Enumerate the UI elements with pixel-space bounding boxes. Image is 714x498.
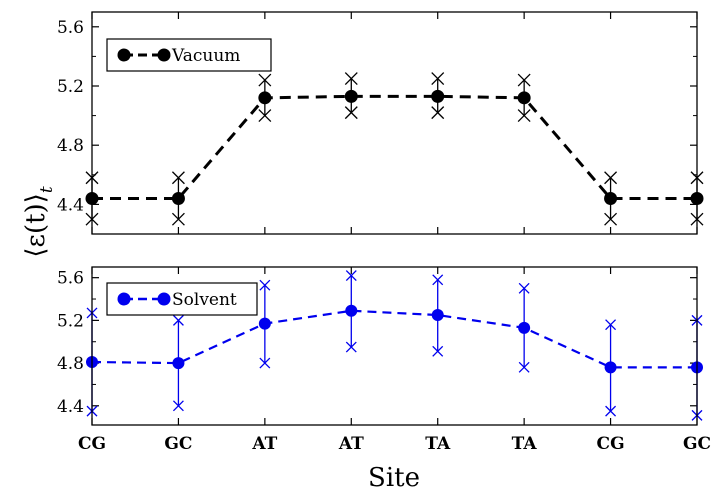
bottom-y-tick-label: 5.2 [57,311,84,331]
bottom-data-point [258,317,271,330]
bottom-y-tick-label: 4.4 [57,397,84,417]
top-data-point [517,91,531,105]
bottom-data-point [345,304,358,317]
top-error-bar [258,73,272,123]
bottom-y-tick-labels: 4.4 4.8 5.2 5.6 [57,269,84,417]
bottom-y-tick-label: 4.8 [57,354,84,374]
top-y-tick-label: 5.2 [57,77,84,97]
top-y-tick-label: 5.6 [57,18,84,38]
x-tick-label: AT [251,434,277,454]
top-plot-frame [91,11,698,235]
x-tick-label: TA [512,434,538,454]
top-series-line [92,94,697,200]
top-data-point [171,191,185,205]
bottom-legend: Solvent [106,282,258,316]
bottom-data-point [172,357,185,370]
top-error-bar [171,171,185,226]
bottom-data-point [518,321,531,334]
top-y-tick-label: 4.4 [57,195,84,215]
bottom-plot-frame [91,266,698,426]
y-axis-title: ⟨ε(t)⟩t [21,186,57,258]
top-panel: 4.4 4.8 5.2 5.6 Vacuum [57,11,704,235]
y-axis-title-sub: t [37,186,57,193]
svg-text:⟨ε(t)⟩t: ⟨ε(t)⟩t [21,186,57,258]
x-tick-label: CG [78,434,106,454]
top-data-point [604,191,618,205]
x-axis-title: Site [368,463,420,493]
y-axis-title-main: ⟨ε(t)⟩ [21,193,51,258]
top-legend-marker-right [157,48,171,62]
bottom-series-line [91,309,697,369]
bottom-y-tick-label: 5.6 [57,269,84,289]
top-legend-label: Vacuum [171,46,240,66]
top-data-point [258,91,272,105]
bottom-legend-marker-left [117,292,131,306]
bottom-data-point [431,309,444,322]
top-legend-box [106,38,272,72]
x-tick-label: AT [338,434,364,454]
top-data-point [344,89,358,103]
bottom-data-point [604,361,617,374]
bottom-panel: 4.4 4.8 5.2 5.6 Solvent CG GC AT AT TA TA CG GC [57,266,711,454]
top-y-tick-labels: 4.4 4.8 5.2 5.6 [57,18,84,216]
x-tick-label: CG [597,434,625,454]
top-series-vacuum [85,72,704,226]
x-tick-labels: CG GC AT AT TA TA CG GC [78,434,711,454]
top-data-point [431,89,445,103]
top-legend: Vacuum [106,38,272,72]
top-y-tick-label: 4.8 [57,136,84,156]
bottom-legend-marker-right [157,292,171,306]
bottom-legend-label: Solvent [172,290,237,310]
top-legend-marker-left [117,48,131,62]
x-tick-label: GC [683,434,711,454]
x-tick-label: GC [164,434,192,454]
x-tick-label: TA [425,434,451,454]
